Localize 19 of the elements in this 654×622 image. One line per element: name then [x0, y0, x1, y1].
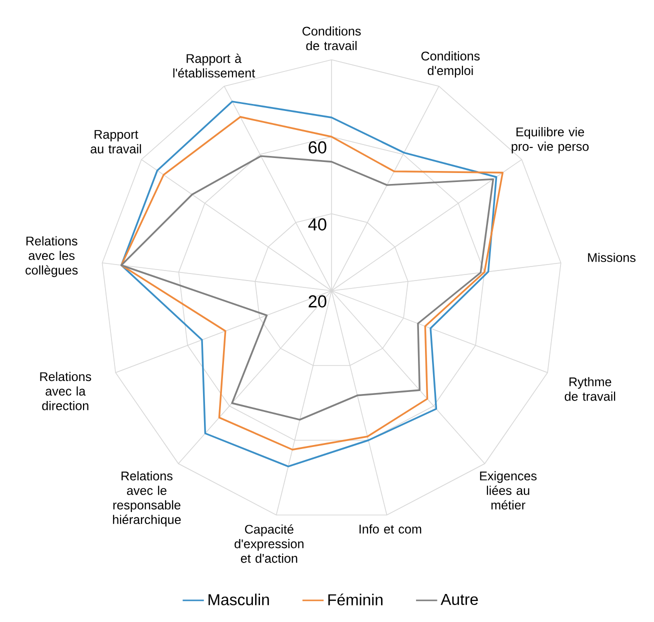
spoke-label: Missions — [588, 252, 636, 262]
y-tick-label: 40 — [308, 218, 326, 230]
spoke-label: Conditions d'emploi — [421, 51, 480, 78]
spoke-label: Conditions de travail — [302, 26, 361, 50]
spoke-label: Equilibre vie pro- vie perso — [512, 126, 589, 154]
spoke-label: Exigences liées au métier — [480, 471, 537, 510]
spoke-label: Relations avec le responsable hiérarchique — [113, 471, 181, 526]
legend-label: Masculin — [208, 594, 269, 606]
spoke-label: Relations avec la direction — [40, 372, 92, 410]
y-tick-label: 60 — [308, 141, 326, 154]
y-tick-label: 20 — [308, 295, 326, 308]
legend-label: Féminin — [328, 593, 382, 606]
spoke-label: Info et com — [360, 524, 422, 534]
legend-label: Autre — [440, 594, 478, 605]
spoke-label: Capacité d'expression et d'action — [234, 524, 304, 563]
spoke-label: Rapport à l'établissement — [173, 53, 256, 78]
spoke-label: Rapport au travail — [90, 130, 141, 154]
spoke-label: Relations avec les collègues — [26, 236, 78, 277]
spoke-label: Rythme de travail — [564, 376, 616, 401]
